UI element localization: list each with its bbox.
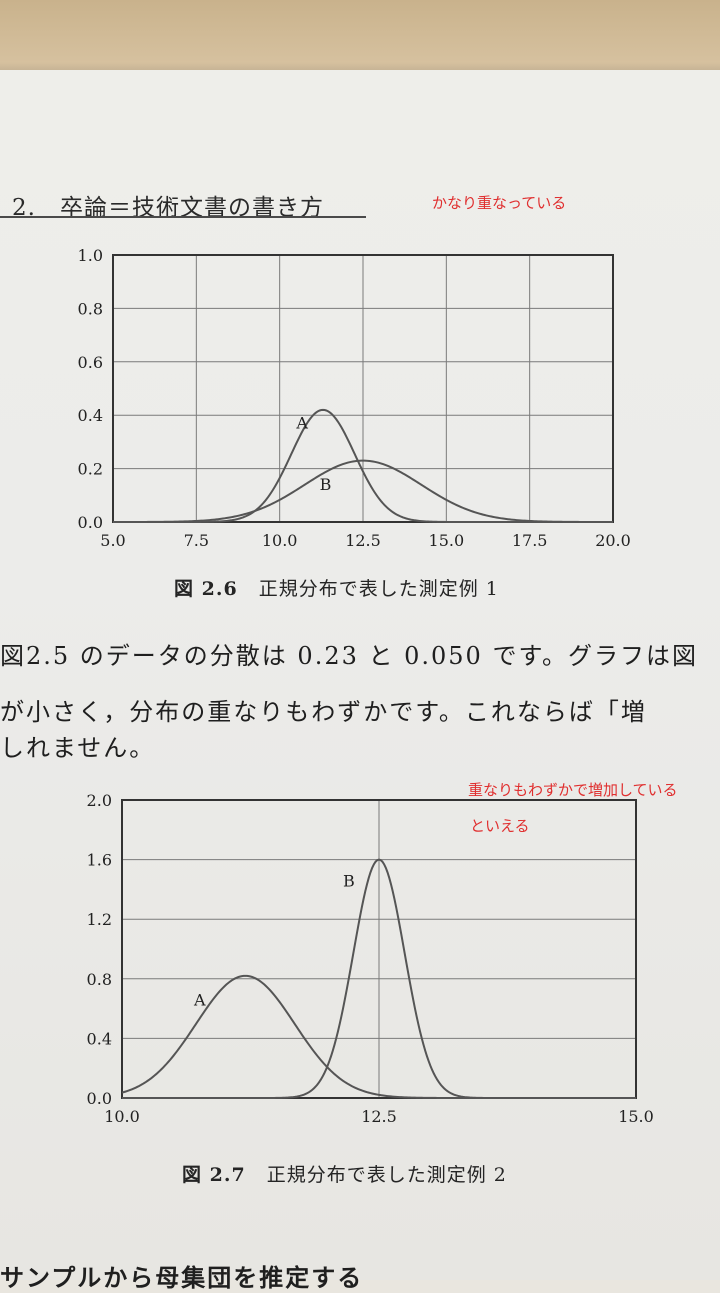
chart2-ytick-label-4: 1.6 [87, 851, 112, 870]
header-underline [0, 216, 366, 218]
chart2-xtick-label-1: 12.5 [361, 1107, 397, 1126]
chart1-xtick-label-2: 10.0 [262, 531, 298, 550]
chart2-series-B-label: B [343, 871, 355, 890]
chart2-plot-frame [121, 799, 637, 1099]
chart1-ytick-label-1: 0.2 [78, 460, 103, 479]
body-text-line-2: が小さく，分布の重なりもわずかです。これならば「増 [0, 698, 647, 726]
chart2-ytick-label-0: 0.0 [87, 1089, 112, 1108]
chart2-xtick-label-2: 15.0 [618, 1107, 654, 1126]
chart1-ytick-label-4: 0.8 [78, 299, 103, 318]
figure-2-6-text: 正規分布で表した測定例 1 [258, 578, 499, 600]
chart1-xtick-label-1: 7.5 [184, 531, 209, 550]
chart1-series-B-label: B [320, 475, 332, 494]
chart2-ytick-label-5: 2.0 [87, 791, 112, 810]
chart-figure-2-6: 0.0 0.2 0.4 0.6 0.8 1.0 5.0 7.5 10.0 12.5 15.0 17.5… [78, 246, 631, 550]
annotation-note-1: かなり重なっている [432, 194, 567, 212]
chart2-ytick-label-3: 1.2 [87, 910, 112, 929]
chart2-xtick-label-0: 10.0 [104, 1107, 140, 1126]
chart1-series-B-curve [113, 459, 613, 523]
figure-2-6-label: 図 2.6 [174, 578, 238, 600]
chart-figure-2-7: 0.0 0.4 0.8 1.2 1.6 2.0 10.0 12.5 15.0 A B [87, 791, 654, 1126]
bottom-section-heading: サンプルから母集団を推定する [0, 1264, 364, 1292]
figure-2-7-label: 図 2.7 [182, 1164, 246, 1186]
body-text-line-3: しれません。 [0, 734, 156, 762]
figure-2-6-caption: 図 2.6 正規分布で表した測定例 1 [174, 574, 499, 601]
chart1-xtick-label-4: 15.0 [429, 531, 465, 550]
chart1-xtick-label-0: 5.0 [100, 531, 125, 550]
chart1-ytick-label-2: 0.4 [78, 406, 103, 425]
book-page [0, 70, 720, 1280]
body-text-line-1: 図2.5 のデータの分散は 0.23 と 0.050 です。グラフは図 [0, 642, 699, 670]
figure-2-7-text: 正規分布で表した測定例 2 [266, 1164, 507, 1186]
chart2-ytick-label-1: 0.4 [87, 1029, 112, 1048]
chart2-ytick-label-2: 0.8 [87, 970, 112, 989]
annotation-note-2-line-2: といえる [470, 817, 530, 835]
chart1-xtick-label-6: 20.0 [595, 531, 631, 550]
chart2-series-B-curve [122, 858, 636, 1099]
figure-2-7-caption: 図 2.7 正規分布で表した測定例 2 [182, 1160, 507, 1187]
chart1-series-A-label: A [295, 414, 308, 433]
chart1-plot-frame [112, 254, 614, 523]
chart2-series-A-label: A [193, 991, 206, 1010]
chart1-xtick-label-3: 12.5 [345, 531, 381, 550]
chart1-ytick-label-0: 0.0 [78, 513, 103, 532]
chart1-ytick-label-3: 0.6 [78, 353, 103, 372]
chart1-ytick-label-5: 1.0 [78, 246, 103, 265]
chart1-xtick-label-5: 17.5 [512, 531, 548, 550]
annotation-note-2-line-1: 重なりもわずかで増加している [468, 781, 678, 799]
